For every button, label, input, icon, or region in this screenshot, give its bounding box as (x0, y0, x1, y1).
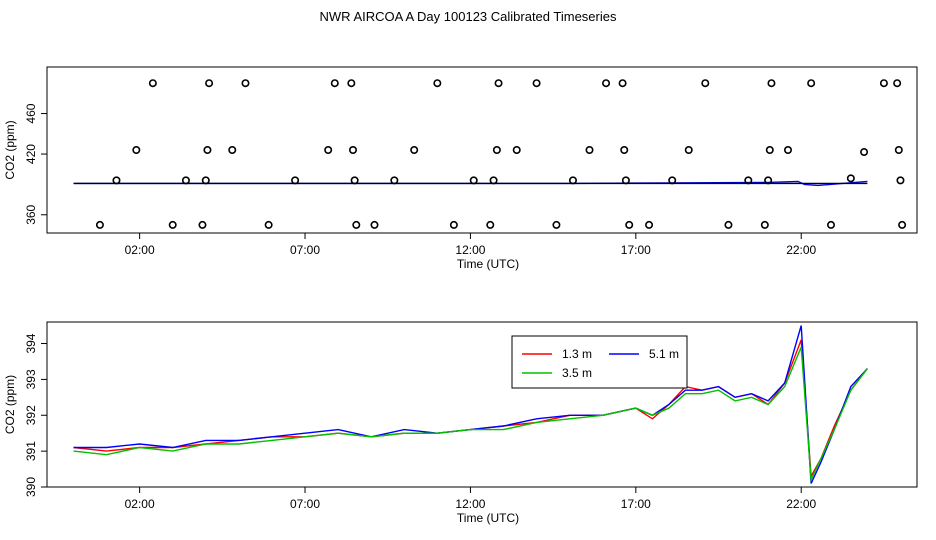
data-point (767, 79, 776, 88)
data-point (201, 176, 210, 185)
y-tick-label: 360 (24, 204, 38, 224)
legend-label: 5.1 m (649, 347, 679, 361)
data-point (765, 146, 774, 155)
data-point (532, 79, 541, 88)
data-point (348, 146, 357, 155)
data-point (701, 79, 710, 88)
y-tick-label: 394 (24, 333, 38, 353)
data-point (894, 146, 903, 155)
data-point (568, 176, 577, 185)
data-point (602, 79, 611, 88)
data-point (433, 79, 442, 88)
legend-label: 3.5 m (562, 366, 592, 380)
data-point (807, 79, 816, 88)
y-axis-label: CO2 (ppm) (3, 120, 17, 179)
y-tick-label: 420 (24, 144, 38, 164)
x-tick-label: 12:00 (455, 497, 485, 511)
data-point (846, 174, 855, 183)
x-tick-label: 22:00 (786, 497, 816, 511)
data-point (449, 220, 458, 229)
y-tick-label: 393 (24, 369, 38, 389)
data-point (625, 220, 634, 229)
x-tick-label: 22:00 (786, 243, 816, 257)
data-point (324, 146, 333, 155)
series-line-3-5-m (73, 346, 868, 483)
data-point (241, 79, 250, 88)
y-tick-label: 460 (24, 103, 38, 123)
data-point (645, 220, 654, 229)
data-point (724, 220, 733, 229)
y-tick-label: 391 (24, 441, 38, 461)
data-point (198, 220, 207, 229)
legend-box (511, 335, 688, 389)
data-point (203, 146, 212, 155)
data-point (148, 79, 157, 88)
panel-bottom: 02:00 07:00 12:00 17:00 22:00 390 391 392 393 394… (3, 321, 918, 525)
x-tick-label: 17:00 (621, 243, 651, 257)
data-point (370, 220, 379, 229)
data-point (618, 79, 627, 88)
data-point (893, 79, 902, 88)
data-point (132, 146, 141, 155)
data-point (879, 79, 888, 88)
data-point (783, 146, 792, 155)
plot-frame (46, 321, 918, 488)
x-tick-label: 17:00 (621, 497, 651, 511)
data-point (860, 148, 869, 157)
y-axis-label: CO2 (ppm) (3, 375, 17, 434)
data-point (760, 220, 769, 229)
data-point (291, 176, 300, 185)
data-point (492, 146, 501, 155)
data-point (486, 220, 495, 229)
y-tick-label: 392 (24, 405, 38, 425)
data-point (330, 79, 339, 88)
data-point (352, 220, 361, 229)
data-point (898, 220, 907, 229)
data-point (410, 146, 419, 155)
data-point (620, 146, 629, 155)
data-point (621, 176, 630, 185)
data-point (512, 146, 521, 155)
x-axis-label: Time (UTC) (457, 257, 519, 271)
chart-title: NWR AIRCOA A Day 100123 Calibrated Times… (319, 9, 617, 24)
plot-frame (46, 66, 918, 234)
data-point (264, 220, 273, 229)
data-point (896, 176, 905, 185)
data-point (181, 176, 190, 185)
data-point (585, 146, 594, 155)
data-point (489, 176, 498, 185)
data-point (684, 146, 693, 155)
data-point (168, 220, 177, 229)
x-tick-label: 12:00 (455, 243, 485, 257)
data-point (390, 176, 399, 185)
data-point (205, 79, 214, 88)
data-point (552, 220, 561, 229)
data-point (228, 146, 237, 155)
data-point (826, 220, 835, 229)
data-point (112, 176, 121, 185)
data-point (350, 176, 359, 185)
series-line-1-3-m (73, 339, 868, 479)
x-axis-label: Time (UTC) (457, 511, 519, 525)
data-point (494, 79, 503, 88)
data-point (347, 79, 356, 88)
data-point (668, 176, 677, 185)
data-point (95, 220, 104, 229)
data-point (469, 176, 478, 185)
series-line-5-1-m (73, 325, 868, 484)
panel-top: 02:00 07:00 12:00 17:00 22:00 360 420 460 Time (… (3, 66, 918, 271)
x-tick-label: 07:00 (290, 497, 320, 511)
data-point (764, 176, 773, 185)
y-tick-label: 390 (24, 477, 38, 497)
legend-label: 1.3 m (562, 347, 592, 361)
x-tick-label: 02:00 (125, 243, 155, 257)
data-point (744, 176, 753, 185)
x-tick-label: 07:00 (290, 243, 320, 257)
x-tick-label: 02:00 (125, 497, 155, 511)
